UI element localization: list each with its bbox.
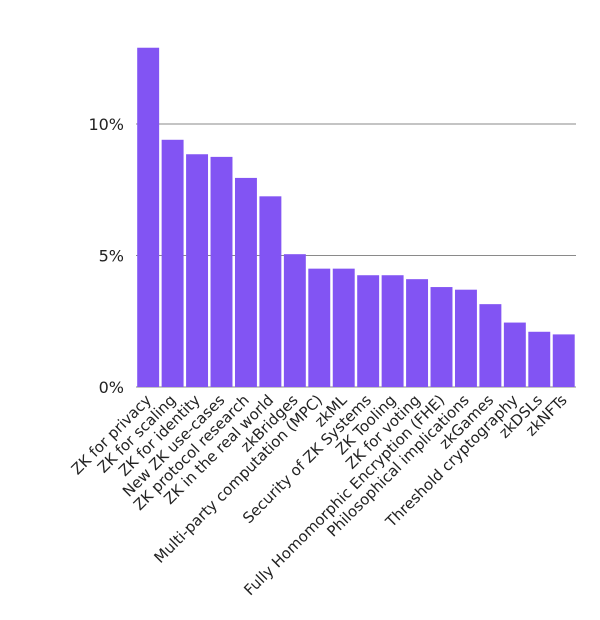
bar [283, 254, 306, 387]
bar [381, 275, 404, 387]
y-tick-label: 0% [99, 378, 124, 397]
y-tick-label: 5% [99, 247, 124, 266]
bar [186, 154, 209, 387]
gridlines [136, 123, 576, 388]
bar [234, 177, 257, 387]
bar [430, 287, 453, 387]
bar [479, 304, 502, 387]
bar [552, 334, 575, 387]
bar [332, 268, 355, 387]
y-tick-label: 10% [88, 115, 124, 134]
y-axis-tick-labels: 0% 5% 10% [88, 115, 124, 397]
bar [161, 139, 184, 387]
bar [406, 279, 429, 387]
bar [528, 331, 551, 387]
bar [503, 322, 526, 387]
bars [137, 47, 575, 388]
bar [137, 47, 160, 387]
bar [210, 156, 233, 388]
bar [454, 289, 477, 387]
bar [308, 268, 331, 387]
bar [357, 275, 380, 387]
bar [259, 196, 282, 387]
